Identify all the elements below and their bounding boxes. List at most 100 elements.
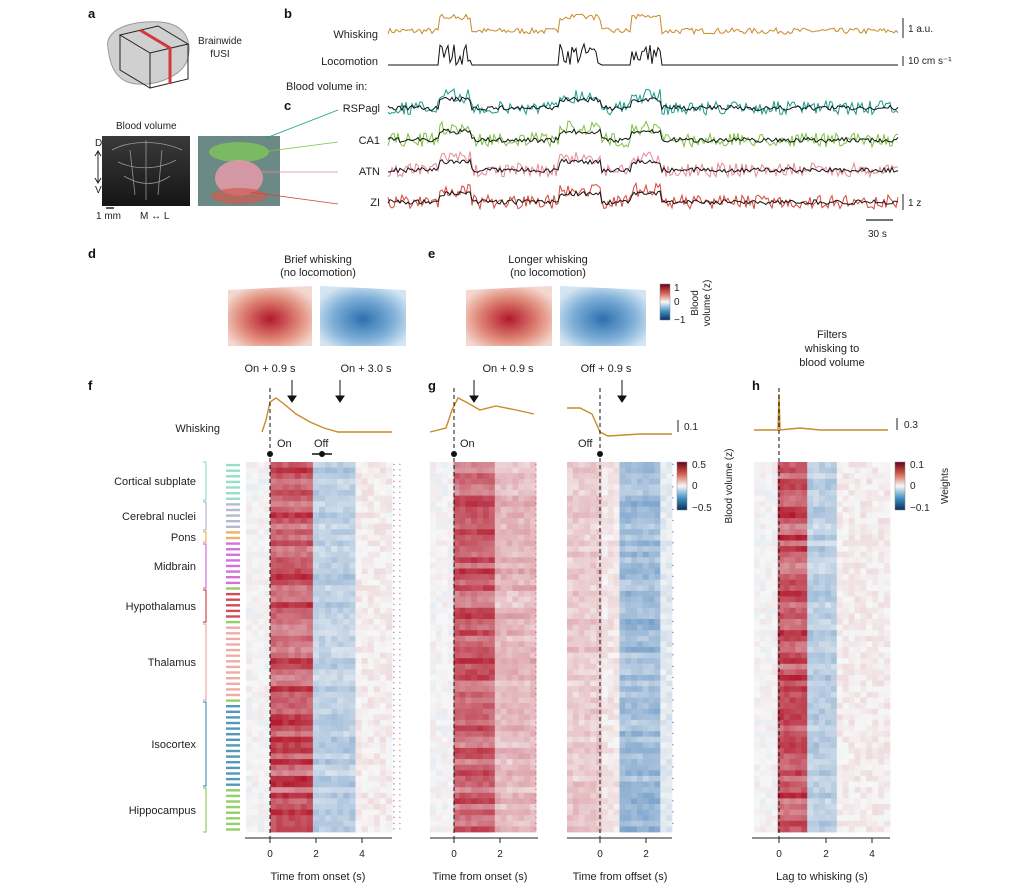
f-ann-on30: On + 3.0 s — [340, 363, 392, 375]
colorbar-h: 0.1 0 −0.1 Weights — [894, 460, 951, 514]
g-xlabel-onset: Time from onset (s) — [433, 871, 528, 883]
g-xlabel-offset: Time from offset (s) — [573, 871, 668, 883]
cb-top-min: −1 — [674, 315, 686, 326]
bv-fit-3 — [387, 190, 899, 206]
h-xlabel: Lag to whisking (s) — [776, 871, 868, 883]
panel-d: Brief whisking (no locomotion) — [228, 254, 406, 346]
group-label-7: Hippocampus — [129, 805, 197, 817]
region-label-atn: ATN — [359, 166, 380, 178]
panel-label-h: h — [752, 378, 760, 393]
panel-d-title2: (no locomotion) — [280, 267, 356, 279]
brain-map-long-on-0.9s — [466, 286, 552, 346]
panel-c-traces: RSPagl CA1 ATN ZI 1 z 30 s — [343, 88, 921, 240]
g-on-label: On — [460, 438, 475, 450]
cb-top-label: Blood — [690, 290, 701, 316]
panel-e-title1: Longer whisking — [508, 254, 588, 266]
panel-label-g: g — [428, 378, 436, 393]
scale-z-label: 1 z — [908, 198, 921, 209]
cb-g-mid: 0 — [692, 481, 698, 492]
ml-axis-label: M ↔ L — [140, 211, 170, 222]
dv-arrow-icon — [94, 150, 102, 184]
group-label-2: Pons — [171, 532, 197, 544]
fusi-title-line1: Brainwide — [198, 36, 242, 47]
bv-fit-2 — [387, 158, 899, 174]
cb-top-max: 1 — [674, 283, 680, 294]
region-label-rspagl: RSPagl — [343, 103, 380, 115]
h-heatmap — [754, 462, 891, 833]
bv-trace-1 — [387, 120, 899, 149]
panel-label-e: e — [428, 246, 435, 261]
panel-b-traces: Whisking Locomotion Blood volume in: 1 a… — [286, 13, 952, 93]
panel-e: Longer whisking (no locomotion) — [466, 254, 646, 346]
f-whisking-curve — [261, 397, 392, 433]
g-heatmap-onset — [430, 462, 537, 833]
h-title-2: whisking to — [804, 343, 859, 355]
bv-trace-2 — [387, 150, 899, 179]
mouse-brain-3d-icon — [107, 21, 190, 89]
cb-top-mid: 0 — [674, 297, 680, 308]
group-label-0: Cortical subplate — [114, 476, 196, 488]
group-label-3: Midbrain — [154, 561, 196, 573]
cb-top-label2: volume (z) — [702, 280, 713, 327]
scale-time-label: 30 s — [868, 229, 887, 240]
panel-label-f: f — [88, 378, 93, 393]
significance-stars: * * * ** * ** * * ** * ** * * ** * ** * * ** * ** * * ** * ** * * **… — [393, 463, 674, 832]
panel-label-d: d — [88, 246, 96, 261]
panel-d-title1: Brief whisking — [284, 254, 352, 266]
scale-loco-label: 10 cm s⁻¹ — [908, 56, 952, 67]
g-whisking-offset-curve — [567, 407, 672, 437]
brain-map-on-3.0s — [320, 286, 406, 346]
group-label-1: Cerebral nuclei — [122, 511, 196, 523]
bv-trace-3 — [387, 181, 899, 211]
bv-fit-1 — [387, 128, 899, 144]
scale-whisk-label: 1 a.u. — [908, 24, 933, 35]
panel-label-a: a — [88, 6, 96, 21]
cb-h-max: 0.1 — [910, 460, 924, 471]
ventral-label: V — [95, 185, 102, 196]
whisking-trace — [387, 13, 899, 36]
f-ann-on09: On + 0.9 s — [244, 363, 296, 375]
region-group-labels: Cortical subplate Cerebral nuclei Pons Midb… — [114, 461, 207, 833]
h-filter-curve — [754, 393, 888, 431]
g-off-label: Off — [578, 438, 593, 450]
cb-h-mid: 0 — [910, 481, 916, 492]
group-label-4: Hypothalamus — [126, 601, 197, 613]
g-ann-on09: On + 0.9 s — [482, 363, 534, 375]
fusi-title-line2: fUSI — [210, 49, 229, 60]
cb-g-min: −0.5 — [692, 503, 712, 514]
brain-map-on-0.9s — [228, 286, 312, 346]
g-heatmap-offset — [567, 462, 673, 833]
cb-g-max: 0.5 — [692, 460, 706, 471]
f-scale-label: 0.1 — [684, 422, 698, 433]
cb-g-label: Blood volume (z) — [724, 448, 735, 523]
colorbar-top: 1 0 −1 Blood volume (z) — [659, 280, 713, 327]
locomotion-trace — [388, 42, 898, 67]
h-title-1: Filters — [817, 329, 847, 341]
h-scale-label: 0.3 — [904, 420, 918, 431]
cb-h-min: −0.1 — [910, 503, 930, 514]
panel-a: Brainwide fUSI Blood volume D V 1 mm M ↔… — [94, 21, 339, 222]
panel-e-title2: (no locomotion) — [510, 267, 586, 279]
whisking-trace-label: Whisking — [333, 29, 378, 41]
g-ann-off09: Off + 0.9 s — [581, 363, 632, 375]
cb-h-label: Weights — [940, 468, 951, 504]
h-title-3: blood volume — [799, 357, 864, 369]
f-on-label: On — [277, 438, 292, 450]
group-label-5: Thalamus — [148, 657, 197, 669]
dorsal-label: D — [95, 138, 102, 149]
region-label-ca1: CA1 — [359, 135, 380, 147]
f-off-label: Off — [314, 438, 329, 450]
region-label-zi: ZI — [370, 197, 380, 209]
panel-label-b: b — [284, 6, 292, 21]
panel-label-c: c — [284, 98, 291, 113]
brain-map-off-0.9s — [560, 286, 646, 346]
group-label-6: Isocortex — [151, 739, 196, 751]
colorbar-g: 0.5 0 −0.5 Blood volume (z) — [676, 448, 735, 524]
region-row-labels — [226, 463, 240, 831]
locomotion-trace-label: Locomotion — [321, 56, 378, 68]
blood-volume-label: Blood volume — [116, 121, 177, 132]
scale-1mm-label: 1 mm — [96, 211, 121, 222]
f-xlabel: Time from onset (s) — [271, 871, 366, 883]
f-whisking-label: Whisking — [175, 423, 220, 435]
